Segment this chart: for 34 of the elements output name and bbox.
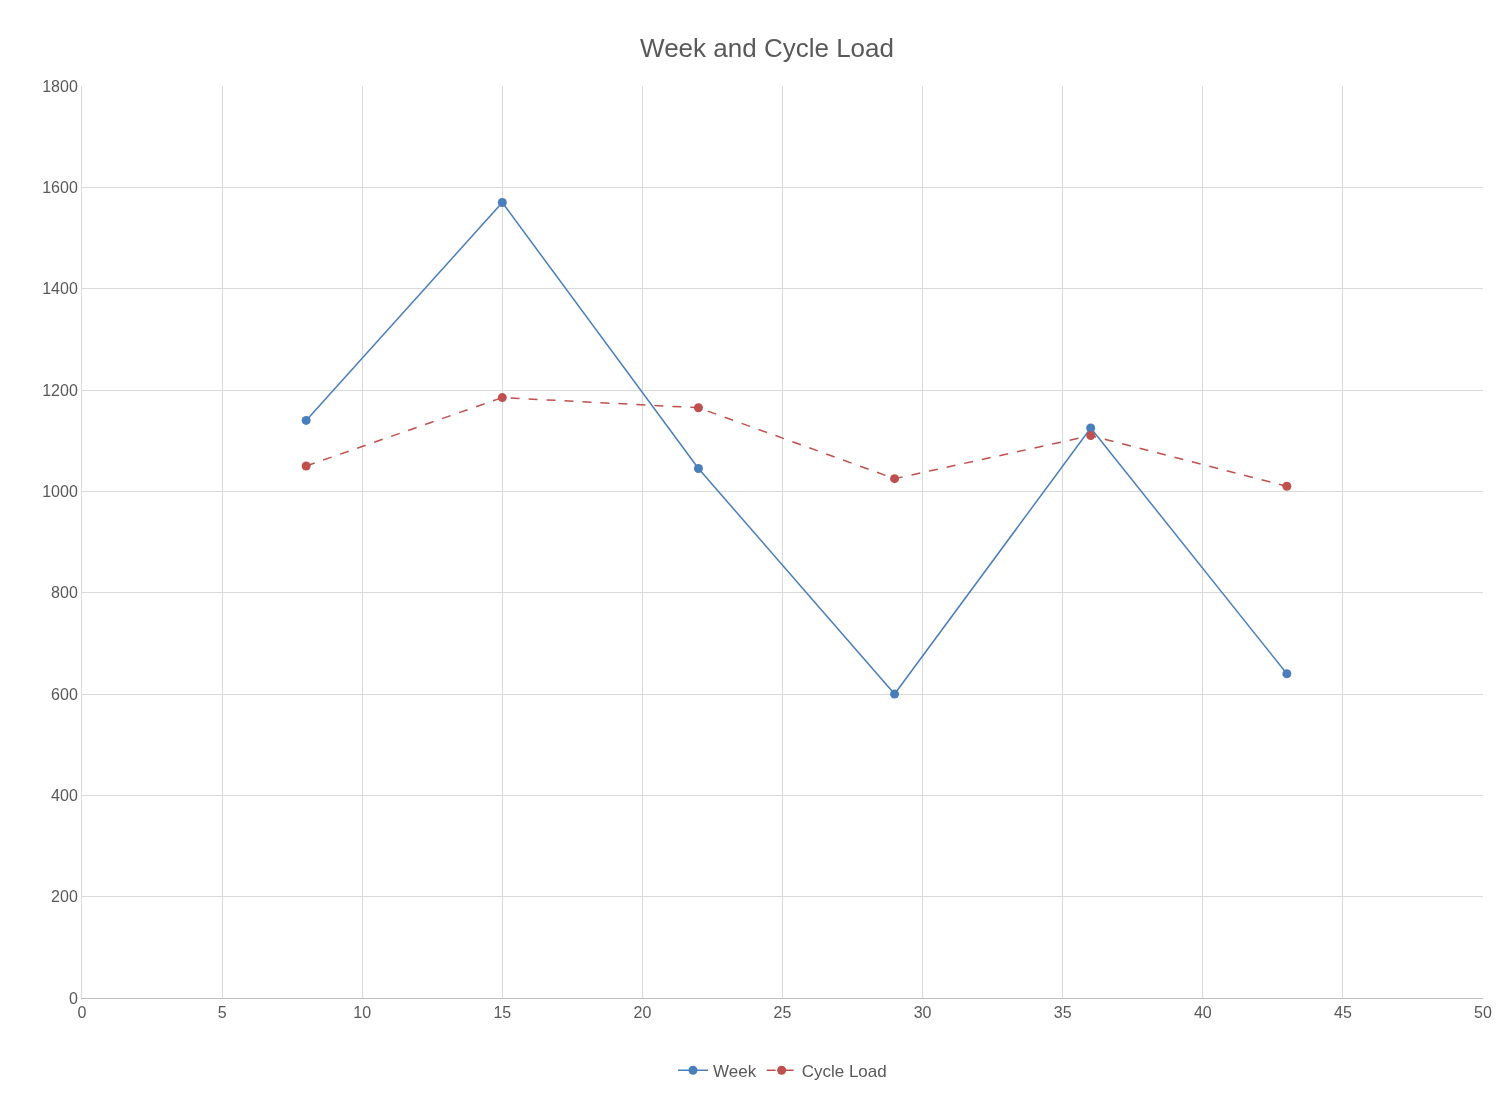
chart-title: Week and Cycle Load [640,32,894,63]
point [693,403,703,413]
x-tick-label: 35 [1053,1004,1072,1022]
y-tick-label: 1000 [42,482,78,500]
y-tick-label: 800 [51,584,78,602]
point [497,198,507,208]
y-tick-label: 1800 [42,77,78,95]
y-tick-label: 0 [68,989,78,1007]
point [301,461,311,471]
y-tick-label: 600 [51,685,78,703]
x-tick-label: 30 [913,1004,932,1022]
legend-label: Cycle Load [801,1061,887,1081]
x-tick-label: 15 [493,1004,512,1022]
x-tick-label: 50 [1474,1004,1492,1022]
point [693,464,703,474]
point [890,689,900,699]
point [1282,481,1292,491]
point [497,393,507,403]
y-tick-label: 400 [51,786,78,804]
y-tick-label: 1200 [42,381,78,399]
y-tick-label: 1600 [42,178,78,196]
point [301,415,311,425]
y-tick-label: 200 [51,888,78,906]
x-tick-label: 25 [773,1004,792,1022]
y-tick-label: 1400 [42,280,78,298]
point [890,474,900,484]
x-tick-label: 10 [353,1004,372,1022]
point [1282,669,1292,679]
x-tick-label: 20 [633,1004,652,1022]
x-tick-label: 40 [1193,1004,1212,1022]
x-tick-label: 45 [1334,1004,1352,1022]
legend-label: Week [713,1061,757,1081]
x-tick-label: 5 [217,1004,227,1022]
point [1086,431,1096,441]
